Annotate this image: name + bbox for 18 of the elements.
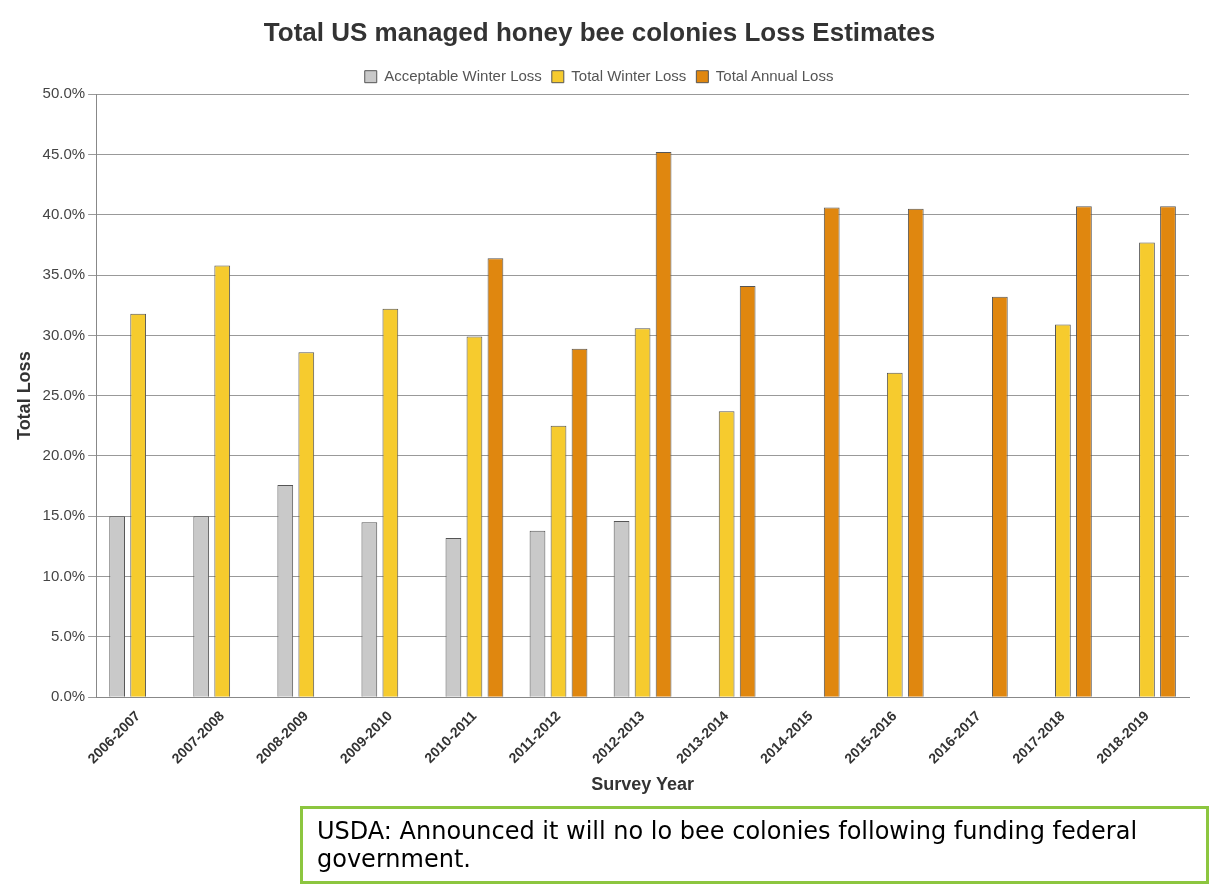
y-tick-label: 0.0% <box>50 687 86 705</box>
chart-title: Total US managed honey bee colonies Loss Estimates <box>263 16 936 47</box>
y-tick-label: 10.0% <box>42 566 86 584</box>
legend-label: Total Annual Loss <box>715 66 834 84</box>
y-tick-label: 50.0% <box>42 84 86 102</box>
text: USDA: Announced it will no lo bee colonies following funding federal government. <box>300 806 1209 884</box>
y-tick-label: 30.0% <box>42 325 86 343</box>
y-tick-label: 5.0% <box>50 627 86 645</box>
x-axis-title: Survey Year <box>591 774 694 795</box>
y-tick-label: 15.0% <box>42 506 86 524</box>
y-tick-label: 20.0% <box>42 446 86 464</box>
y-axis-title: Total Loss <box>13 351 34 441</box>
legend-label: Acceptable Winter Loss <box>384 66 542 84</box>
legend-label: Total Winter Loss <box>571 66 687 84</box>
y-tick-label: 35.0% <box>42 265 86 283</box>
y-tick-label: 40.0% <box>42 204 86 222</box>
y-tick-label: 45.0% <box>42 144 86 162</box>
y-tick-label: 25.0% <box>42 385 86 403</box>
